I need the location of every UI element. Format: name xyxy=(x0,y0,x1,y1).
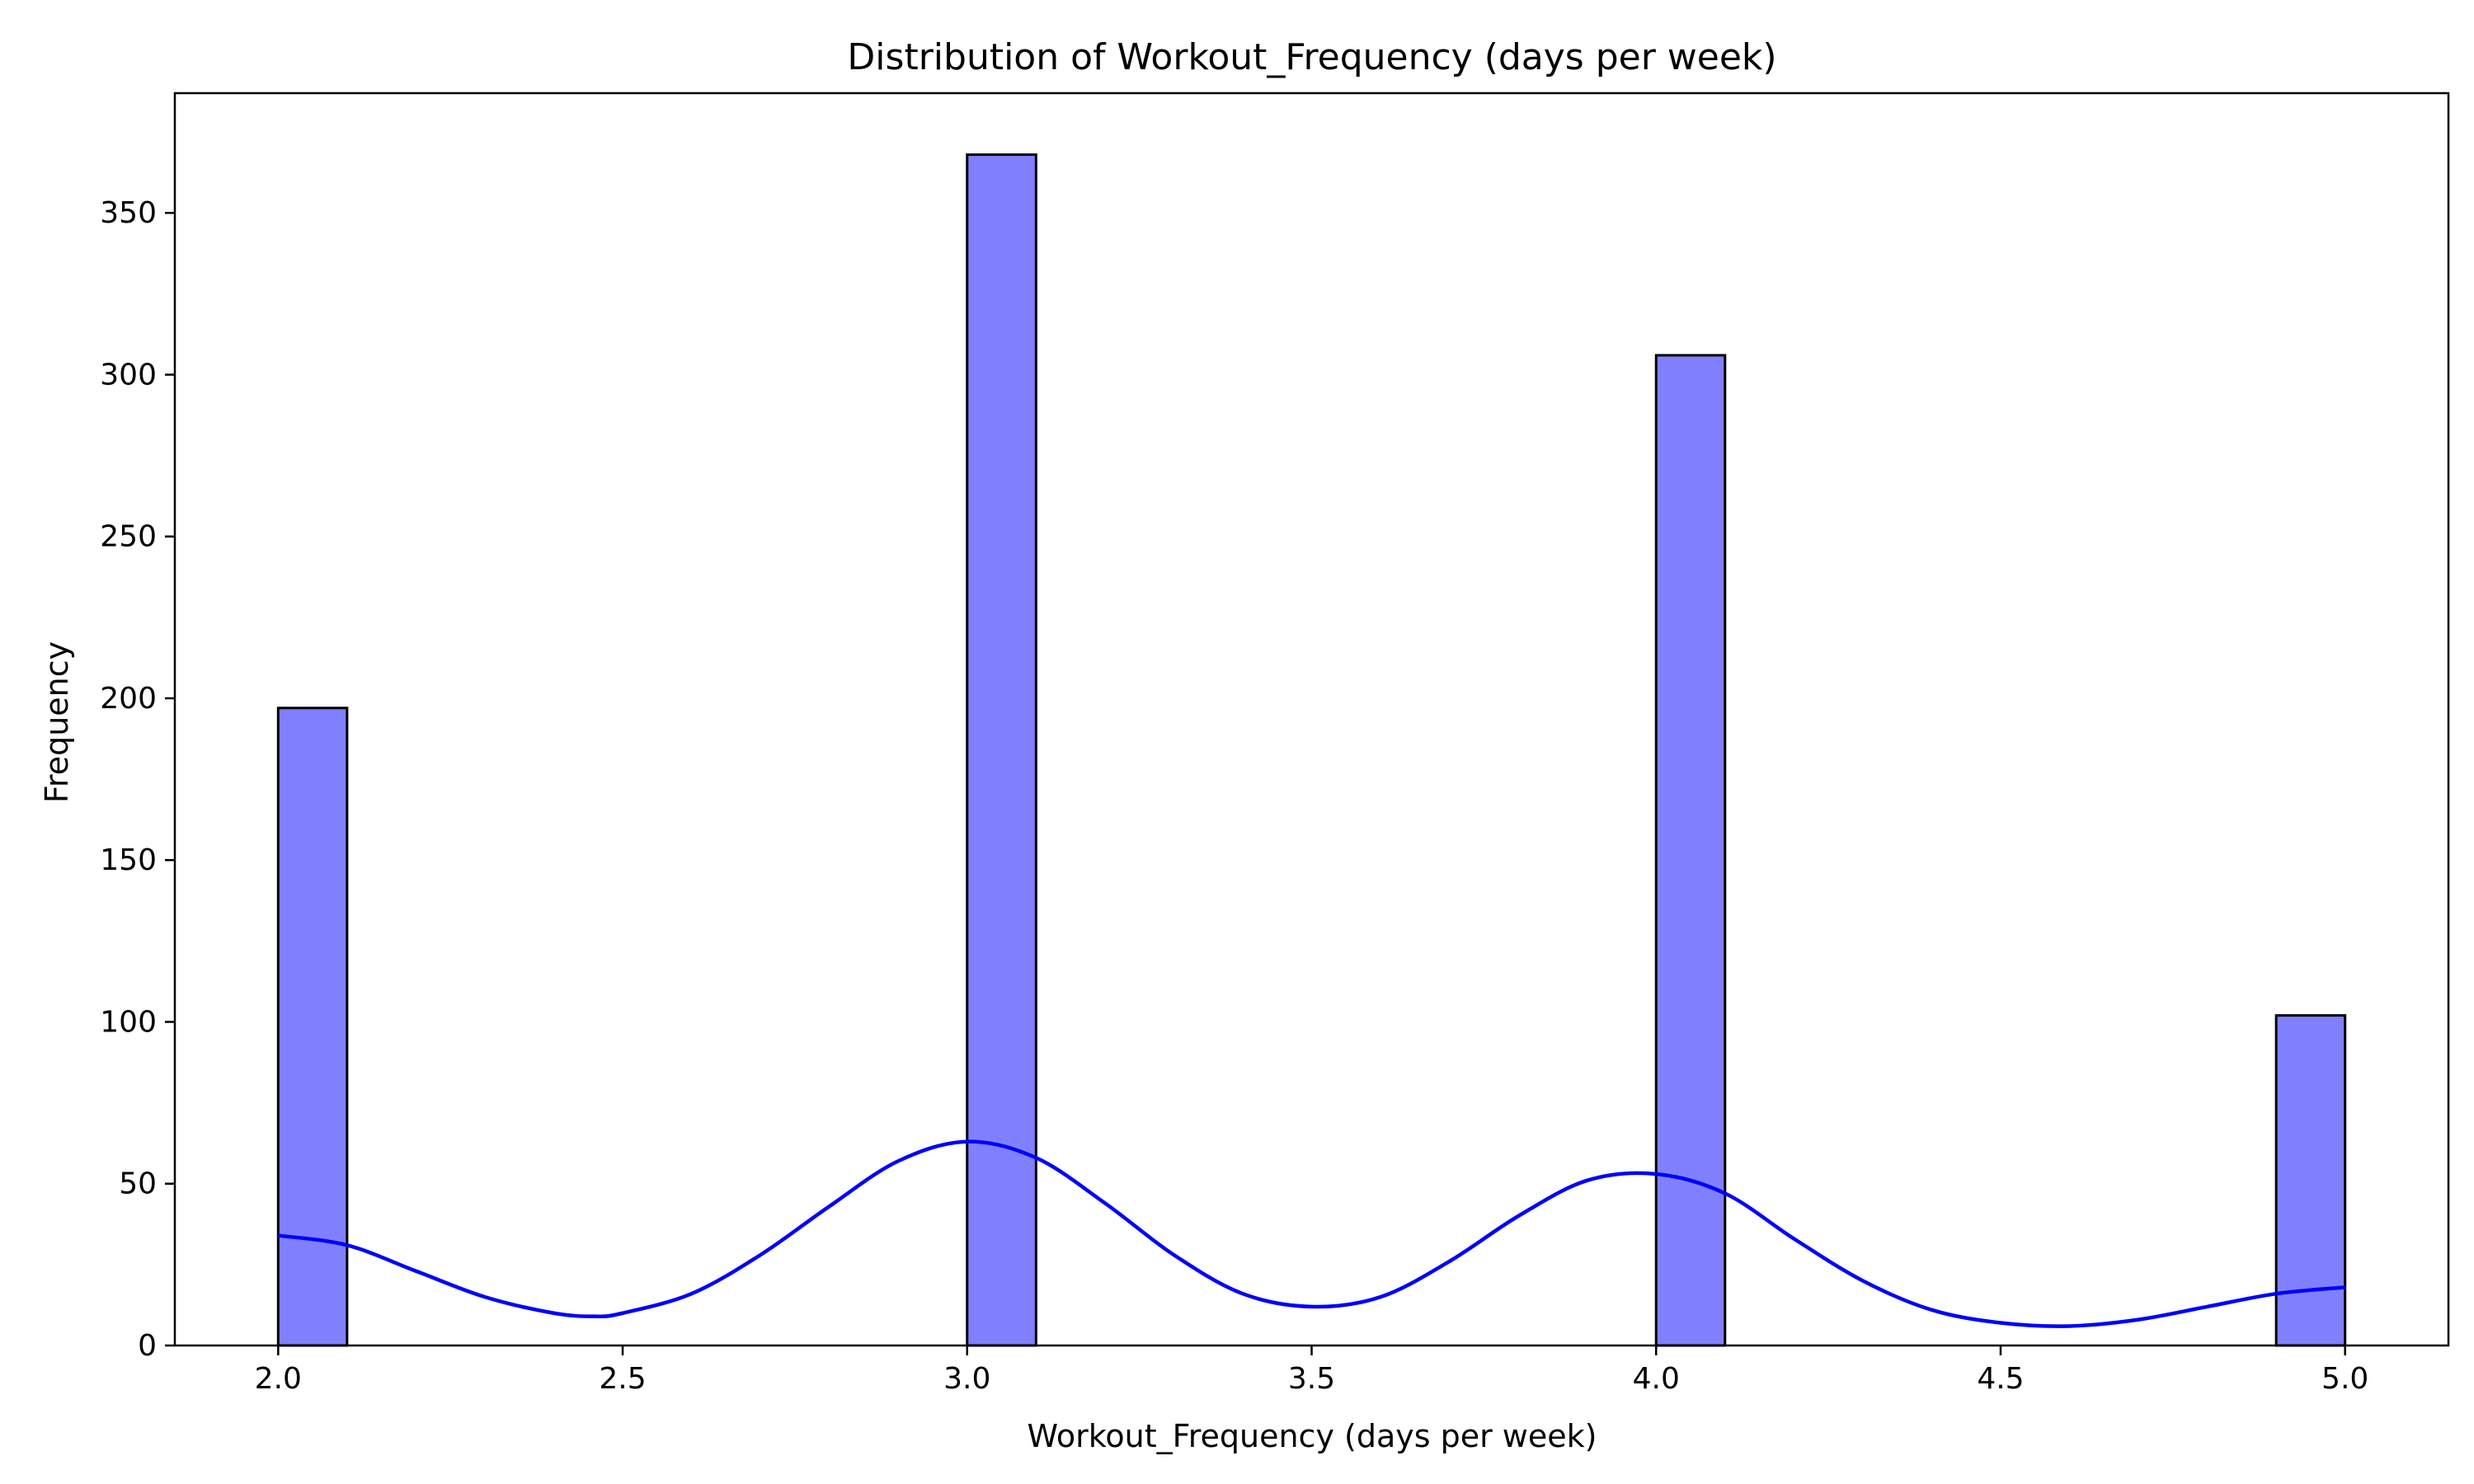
x-tick-label: 3.0 xyxy=(943,1362,990,1396)
kde-curve xyxy=(278,1142,2345,1327)
histogram-bar xyxy=(2276,1016,2345,1345)
axes-frame xyxy=(175,93,2448,1345)
y-tick-label: 0 xyxy=(138,1329,157,1363)
y-tick-label: 350 xyxy=(100,196,157,230)
x-axis-label: Workout_Frequency (days per week) xyxy=(1028,1418,1597,1454)
y-tick-label: 250 xyxy=(100,520,157,554)
y-tick-label: 300 xyxy=(100,358,157,392)
histogram-bar xyxy=(1656,355,1725,1345)
x-tick-label: 4.0 xyxy=(1633,1362,1680,1396)
x-tick-label: 2.0 xyxy=(255,1362,302,1396)
x-tick-label: 5.0 xyxy=(2321,1362,2368,1396)
histogram-bar xyxy=(278,708,347,1345)
x-tick-label: 4.5 xyxy=(1977,1362,2024,1396)
plot-area xyxy=(278,155,2345,1345)
y-axis-label: Frequency xyxy=(39,641,75,803)
y-tick-label: 50 xyxy=(119,1167,157,1201)
chart-title: Distribution of Workout_Frequency (days … xyxy=(847,36,1776,78)
y-tick-label: 100 xyxy=(100,1005,157,1039)
y-tick-label: 150 xyxy=(100,843,157,877)
kde-group xyxy=(278,1142,2345,1327)
x-tick-label: 3.5 xyxy=(1288,1362,1335,1396)
y-axis: 0 50 100 150 200 250 300 350 xyxy=(100,196,175,1363)
x-axis: 2.0 2.5 3.0 3.5 4.0 4.5 5.0 xyxy=(255,1345,2369,1396)
histogram-bar xyxy=(967,155,1037,1345)
x-tick-label: 2.5 xyxy=(599,1362,646,1396)
y-tick-label: 200 xyxy=(100,682,157,716)
